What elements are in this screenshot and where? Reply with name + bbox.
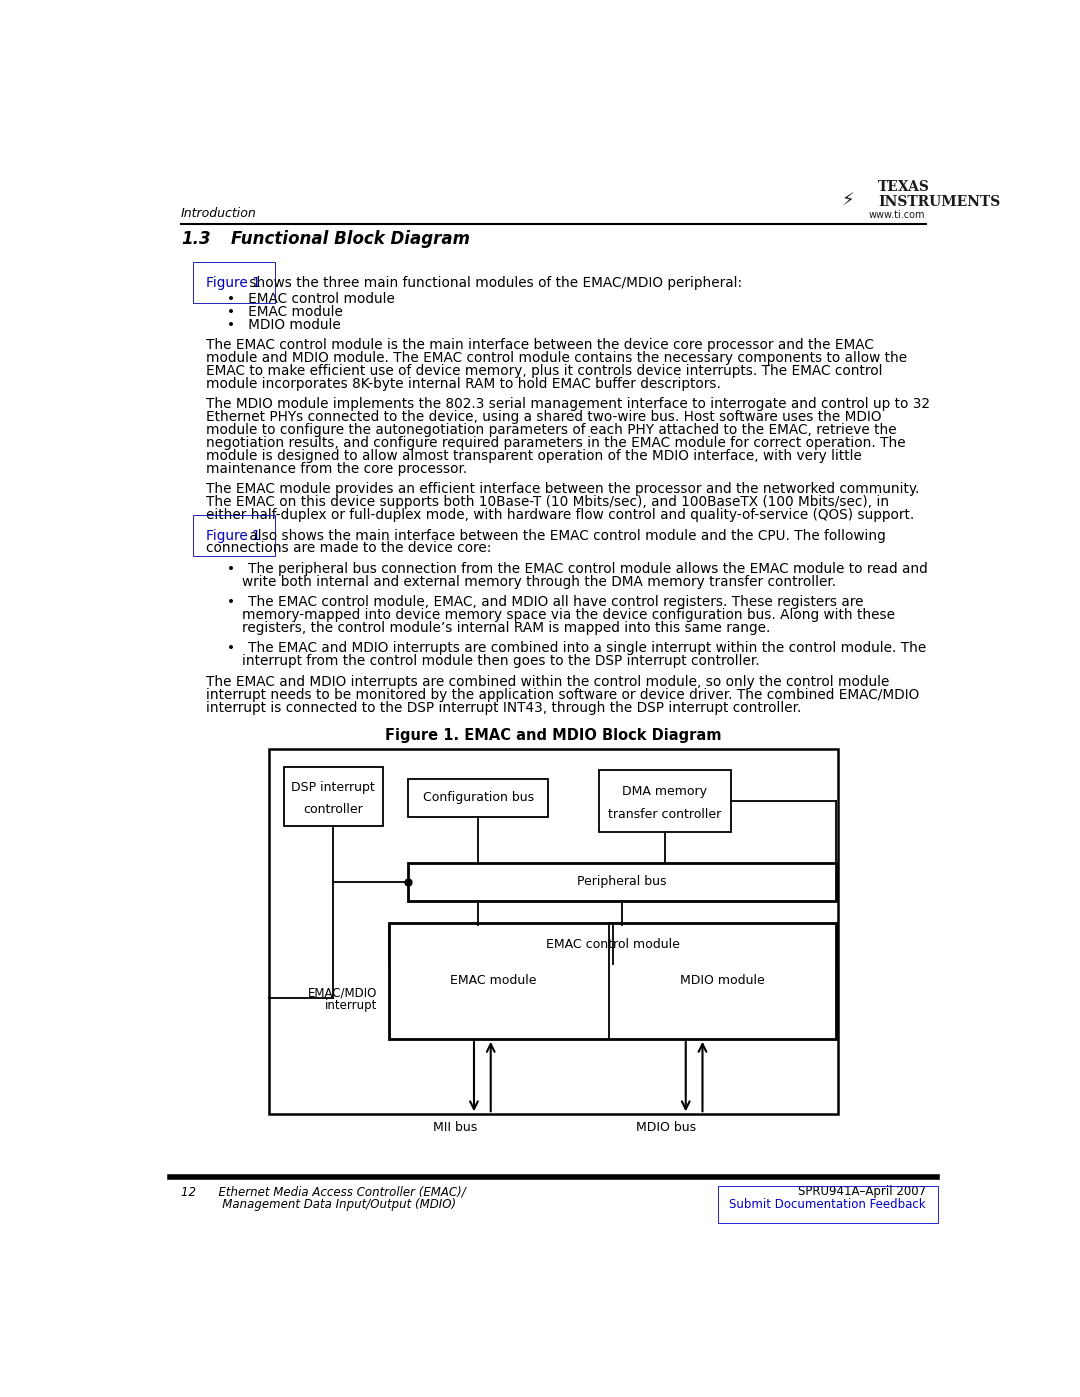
Text: DMA memory: DMA memory: [622, 785, 707, 798]
Text: either half-duplex or full-duplex mode, with hardware flow control and quality-o: either half-duplex or full-duplex mode, …: [206, 509, 915, 522]
Text: DSP interrupt: DSP interrupt: [292, 781, 375, 793]
Text: controller: controller: [303, 803, 363, 816]
Text: interrupt from the control module then goes to the DSP interrupt controller.: interrupt from the control module then g…: [242, 654, 759, 668]
Text: Submit Documentation Feedback: Submit Documentation Feedback: [729, 1199, 926, 1211]
Text: interrupt: interrupt: [325, 999, 378, 1011]
Text: Ethernet PHYs connected to the device, using a shared two-wire bus. Host softwar: Ethernet PHYs connected to the device, u…: [206, 411, 881, 425]
Text: shows the three main functional modules of the EMAC/MDIO peripheral:: shows the three main functional modules …: [245, 275, 742, 289]
Text: connections are made to the device core:: connections are made to the device core:: [206, 542, 491, 556]
Text: The EMAC on this device supports both 10Base-T (10 Mbits/sec), and 100BaseTX (10: The EMAC on this device supports both 10…: [206, 495, 889, 509]
Text: module incorporates 8K-byte internal RAM to hold EMAC buffer descriptors.: module incorporates 8K-byte internal RAM…: [206, 377, 721, 391]
Text: 1.3: 1.3: [181, 229, 211, 247]
Text: module to configure the autonegotiation parameters of each PHY attached to the E: module to configure the autonegotiation …: [206, 423, 896, 437]
Bar: [598, 770, 731, 833]
Text: Figure 1: Figure 1: [206, 528, 261, 542]
Text: also shows the main interface between the EMAC control module and the CPU. The f: also shows the main interface between th…: [245, 528, 886, 542]
Text: The EMAC and MDIO interrupts are combined within the control module, so only the: The EMAC and MDIO interrupts are combine…: [206, 675, 890, 689]
Text: interrupt is connected to the DSP interrupt INT43, through the DSP interrupt con: interrupt is connected to the DSP interr…: [206, 701, 801, 715]
Text: Introduction: Introduction: [181, 207, 257, 221]
Text: module is designed to allow almost transparent operation of the MDIO interface, : module is designed to allow almost trans…: [206, 448, 862, 462]
Text: •   The EMAC control module, EMAC, and MDIO all have control registers. These re: • The EMAC control module, EMAC, and MDI…: [227, 595, 864, 609]
Text: •   EMAC module: • EMAC module: [227, 305, 343, 319]
Bar: [284, 767, 382, 826]
Text: EMAC to make efficient use of device memory, plus it controls device interrupts.: EMAC to make efficient use of device mem…: [206, 365, 882, 379]
Bar: [408, 862, 836, 901]
Text: TEXAS: TEXAS: [878, 180, 930, 194]
Text: INSTRUMENTS: INSTRUMENTS: [878, 196, 1000, 210]
Text: Configuration bus: Configuration bus: [422, 792, 534, 805]
Text: maintenance from the core processor.: maintenance from the core processor.: [206, 462, 468, 476]
Text: •   MDIO module: • MDIO module: [227, 317, 341, 331]
Text: EMAC/MDIO: EMAC/MDIO: [309, 986, 378, 999]
Text: module and MDIO module. The EMAC control module contains the necessary component: module and MDIO module. The EMAC control…: [206, 351, 907, 365]
Text: EMAC control module: EMAC control module: [546, 937, 680, 951]
Text: write both internal and external memory through the DMA memory transfer controll: write both internal and external memory …: [242, 574, 836, 588]
Text: SPRU941A–April 2007: SPRU941A–April 2007: [798, 1185, 926, 1199]
Text: The EMAC control module is the main interface between the device core processor : The EMAC control module is the main inte…: [206, 338, 874, 352]
Text: ⚡: ⚡: [841, 191, 854, 210]
Text: memory-mapped into device memory space via the device configuration bus. Along w: memory-mapped into device memory space v…: [242, 608, 895, 622]
Text: MDIO module: MDIO module: [680, 974, 765, 988]
Text: MDIO bus: MDIO bus: [636, 1120, 697, 1133]
Text: •   The peripheral bus connection from the EMAC control module allows the EMAC m: • The peripheral bus connection from the…: [227, 562, 928, 576]
Bar: [390, 923, 836, 1039]
Text: •   The EMAC and MDIO interrupts are combined into a single interrupt within the: • The EMAC and MDIO interrupts are combi…: [227, 641, 927, 655]
Text: The EMAC module provides an efficient interface between the processor and the ne: The EMAC module provides an efficient in…: [206, 482, 919, 496]
Text: The MDIO module implements the 802.3 serial management interface to interrogate : The MDIO module implements the 802.3 ser…: [206, 397, 930, 411]
Text: EMAC module: EMAC module: [450, 974, 537, 988]
Text: Figure 1: Figure 1: [206, 275, 261, 289]
Text: •   EMAC control module: • EMAC control module: [227, 292, 395, 306]
Bar: [390, 925, 836, 964]
Text: 12      Ethernet Media Access Controller (EMAC)/: 12 Ethernet Media Access Controller (EMA…: [181, 1185, 465, 1199]
Text: www.ti.com: www.ti.com: [868, 210, 924, 219]
Text: Functional Block Diagram: Functional Block Diagram: [231, 229, 470, 247]
Bar: [408, 778, 549, 817]
Text: MII bus: MII bus: [433, 1120, 477, 1133]
Text: Peripheral bus: Peripheral bus: [578, 876, 666, 888]
Text: registers, the control module’s internal RAM is mapped into this same range.: registers, the control module’s internal…: [242, 622, 770, 636]
Text: transfer controller: transfer controller: [608, 809, 721, 821]
Text: negotiation results, and configure required parameters in the EMAC module for co: negotiation results, and configure requi…: [206, 436, 906, 450]
Text: interrupt needs to be monitored by the application software or device driver. Th: interrupt needs to be monitored by the a…: [206, 687, 919, 701]
Text: Figure 1. EMAC and MDIO Block Diagram: Figure 1. EMAC and MDIO Block Diagram: [386, 728, 721, 743]
Text: Management Data Input/Output (MDIO): Management Data Input/Output (MDIO): [181, 1199, 456, 1211]
Bar: [269, 749, 838, 1115]
